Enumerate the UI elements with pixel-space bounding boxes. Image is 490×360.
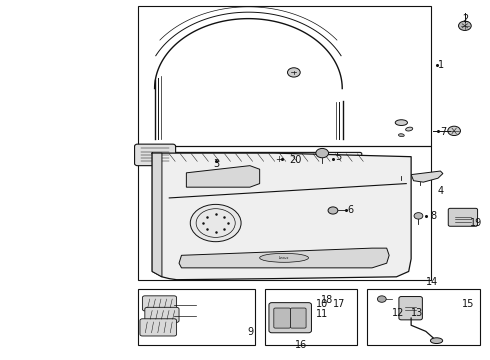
- FancyBboxPatch shape: [145, 307, 179, 322]
- FancyBboxPatch shape: [399, 297, 422, 320]
- Text: 12: 12: [392, 308, 404, 318]
- Ellipse shape: [394, 170, 408, 176]
- Bar: [138, 289, 255, 345]
- Circle shape: [459, 21, 471, 31]
- Text: 3: 3: [213, 159, 220, 169]
- Text: 10: 10: [316, 299, 328, 309]
- Ellipse shape: [430, 338, 442, 343]
- FancyBboxPatch shape: [140, 319, 176, 336]
- FancyBboxPatch shape: [135, 144, 175, 166]
- Bar: [138, 146, 431, 280]
- FancyBboxPatch shape: [448, 208, 478, 226]
- Text: 17: 17: [333, 299, 345, 309]
- Text: 1: 1: [438, 60, 444, 70]
- Circle shape: [414, 213, 423, 219]
- Text: 8: 8: [431, 211, 437, 221]
- Text: Lexus: Lexus: [279, 256, 289, 260]
- Bar: [367, 289, 480, 345]
- Polygon shape: [152, 153, 162, 277]
- Polygon shape: [152, 153, 411, 280]
- FancyBboxPatch shape: [291, 308, 306, 328]
- Text: 15: 15: [463, 299, 475, 309]
- Text: 7: 7: [441, 127, 447, 136]
- Bar: [265, 289, 357, 345]
- FancyBboxPatch shape: [162, 152, 362, 163]
- Circle shape: [448, 126, 461, 135]
- Ellipse shape: [395, 120, 408, 126]
- Text: 19: 19: [470, 218, 482, 228]
- Text: 5: 5: [335, 152, 342, 162]
- Text: 16: 16: [295, 340, 307, 350]
- FancyBboxPatch shape: [269, 303, 312, 333]
- Text: 11: 11: [316, 310, 328, 319]
- Ellipse shape: [260, 253, 309, 262]
- Text: 2: 2: [463, 14, 468, 24]
- FancyBboxPatch shape: [274, 308, 291, 328]
- Text: 20: 20: [289, 155, 301, 165]
- Text: 9: 9: [247, 327, 253, 337]
- FancyBboxPatch shape: [143, 296, 176, 311]
- Text: +: +: [275, 155, 282, 164]
- Text: 18: 18: [321, 295, 333, 305]
- Circle shape: [288, 68, 300, 77]
- Text: 14: 14: [426, 277, 438, 287]
- Text: 13: 13: [411, 308, 423, 318]
- Bar: [138, 6, 431, 146]
- Text: 6: 6: [347, 206, 354, 216]
- Circle shape: [316, 148, 329, 158]
- Circle shape: [190, 204, 241, 242]
- Polygon shape: [186, 166, 260, 187]
- Circle shape: [328, 207, 338, 214]
- Polygon shape: [411, 171, 443, 182]
- Ellipse shape: [398, 134, 404, 137]
- Text: 4: 4: [438, 186, 444, 196]
- Ellipse shape: [406, 127, 413, 131]
- Polygon shape: [179, 248, 389, 268]
- Circle shape: [377, 296, 386, 302]
